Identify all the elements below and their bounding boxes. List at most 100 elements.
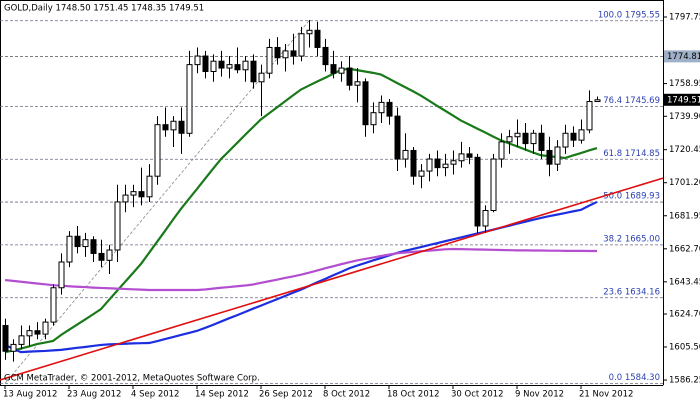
candle-body [83,240,88,247]
candle-body [475,157,480,226]
candle-body [243,61,248,70]
candle-body [291,51,296,56]
candle-body [3,326,8,352]
y-tick-label: 1701.20 [669,178,700,188]
y-tick-label: 1624.70 [669,310,700,320]
candle-body [155,125,160,176]
candle-body [43,322,48,334]
candle-body [195,56,200,65]
fib-label: 61.8 1714.85 [603,149,660,159]
x-tick-label: 23 Aug 2012 [67,390,121,400]
y-tick-label: 1758.95 [669,79,700,89]
candle-body [515,133,520,136]
candle-body [99,253,104,260]
footer-text: GCM MetaTrader, © 2001-2012, MetaQuotes … [4,374,260,384]
candle-body [51,288,56,322]
candle-body [379,102,384,112]
candle-body [27,331,32,336]
y-tick-label: 1681.95 [669,211,700,221]
fib-label: 76.4 1745.69 [603,96,660,106]
candle-body [507,137,512,142]
candle-body [59,262,64,288]
candle-body [307,30,312,33]
candle-body [347,68,352,85]
candle-body [91,240,96,254]
x-tick-label: 9 Nov 2012 [515,390,564,400]
candle-body [283,51,288,58]
candle-body [259,73,264,82]
candle-body [235,65,240,70]
x-tick-label: 21 Nov 2012 [579,390,633,400]
y-tick-label: 1720.45 [669,145,700,155]
candle-body [427,159,432,171]
candle-body [227,65,232,68]
candle-body [123,195,128,202]
candle-body [571,133,576,140]
candle-body [203,56,208,71]
candle-body [131,192,136,195]
candle-body [11,344,16,351]
candle-body [187,65,192,134]
hline-label: 1774.81 [667,52,700,62]
candle-body [395,116,400,159]
candle-body [267,47,272,73]
candle-body [355,82,360,85]
candle-body [499,142,504,159]
fib-label: 23.6 1634.16 [603,287,660,297]
candle-body [467,154,472,157]
chart-title: GOLD,Daily 1748.50 1751.45 1748.35 1749.… [4,4,204,14]
candle-body [595,100,600,102]
x-tick-label: 26 Sep 2012 [259,390,313,400]
price-label: 1749.51 [667,95,700,105]
candle-body [491,159,496,210]
candle-body [171,121,176,130]
candle-body [323,47,328,64]
candle-body [363,82,368,125]
x-tick-label: 8 Oct 2012 [323,390,370,400]
candle-body [219,61,224,68]
candle-body [339,68,344,73]
y-tick-label: 1605.50 [669,342,700,352]
candle-body [107,250,112,260]
fib-label: 0.0 1584.30 [609,373,660,383]
y-tick-label: 1643.45 [669,277,700,287]
candle-body [483,211,488,226]
x-tick-label: 13 Aug 2012 [3,390,57,400]
candle-body [115,202,120,250]
candle-body [459,154,464,161]
candle-body [315,30,320,47]
candle-body [443,164,448,167]
candle-body [451,161,456,164]
x-tick-label: 30 Oct 2012 [451,390,504,400]
candle-body [211,61,216,71]
candle-body [403,150,408,159]
candle-body [435,159,440,168]
candle-body [67,236,72,262]
candle-body [147,176,152,197]
fib-label: 100.0 1795.55 [598,10,660,20]
candle-body [523,133,528,143]
candle-body [531,133,536,143]
candle-body [299,34,304,56]
candle-body [331,65,336,74]
plot-frame [1,1,664,386]
x-tick-label: 4 Sep 2012 [131,390,179,400]
x-tick-label: 14 Sep 2012 [195,390,249,400]
candle-body [19,336,24,345]
candle-body [251,61,256,82]
candle-body [371,113,376,125]
candle-body [547,150,552,164]
candle-body [139,192,144,197]
candle-body [35,331,40,334]
y-tick-label: 1586.25 [669,376,700,386]
candle-body [539,133,544,150]
candle-body [275,47,280,57]
candle-body [579,130,584,140]
y-tick-label: 1739.90 [669,112,700,122]
y-tick-label: 1797.75 [669,12,700,22]
candle-body [75,236,80,246]
candle-body [163,125,168,130]
x-tick-label: 18 Oct 2012 [387,390,440,400]
candle-body [555,147,560,164]
